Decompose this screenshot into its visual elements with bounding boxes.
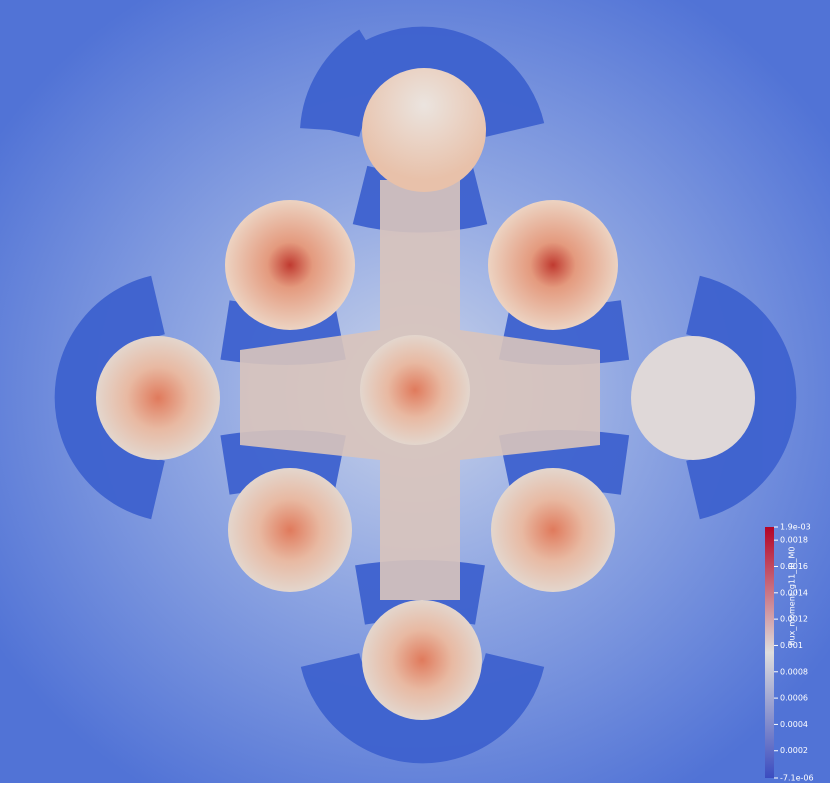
tick-label: 0.0018 [780, 536, 808, 545]
tick-label: 0.0004 [780, 720, 808, 729]
tick-label: 0.0012 [780, 615, 808, 624]
tick-label: -7.1e-06 [780, 774, 814, 783]
color-bar [765, 527, 774, 778]
tick-label: 0.0016 [780, 562, 808, 571]
tick-label: 0.0002 [780, 746, 808, 755]
tick-label: 1.9e-03 [780, 523, 811, 532]
tick-label: 0.0006 [780, 694, 808, 703]
tick-label: 0.001 [780, 641, 803, 650]
scene [0, 0, 830, 783]
color-bar-title: flux_moment_g11_l0_M0 [788, 546, 797, 645]
tick-label: 0.0014 [780, 588, 808, 597]
tick-label: 0.0008 [780, 667, 808, 676]
